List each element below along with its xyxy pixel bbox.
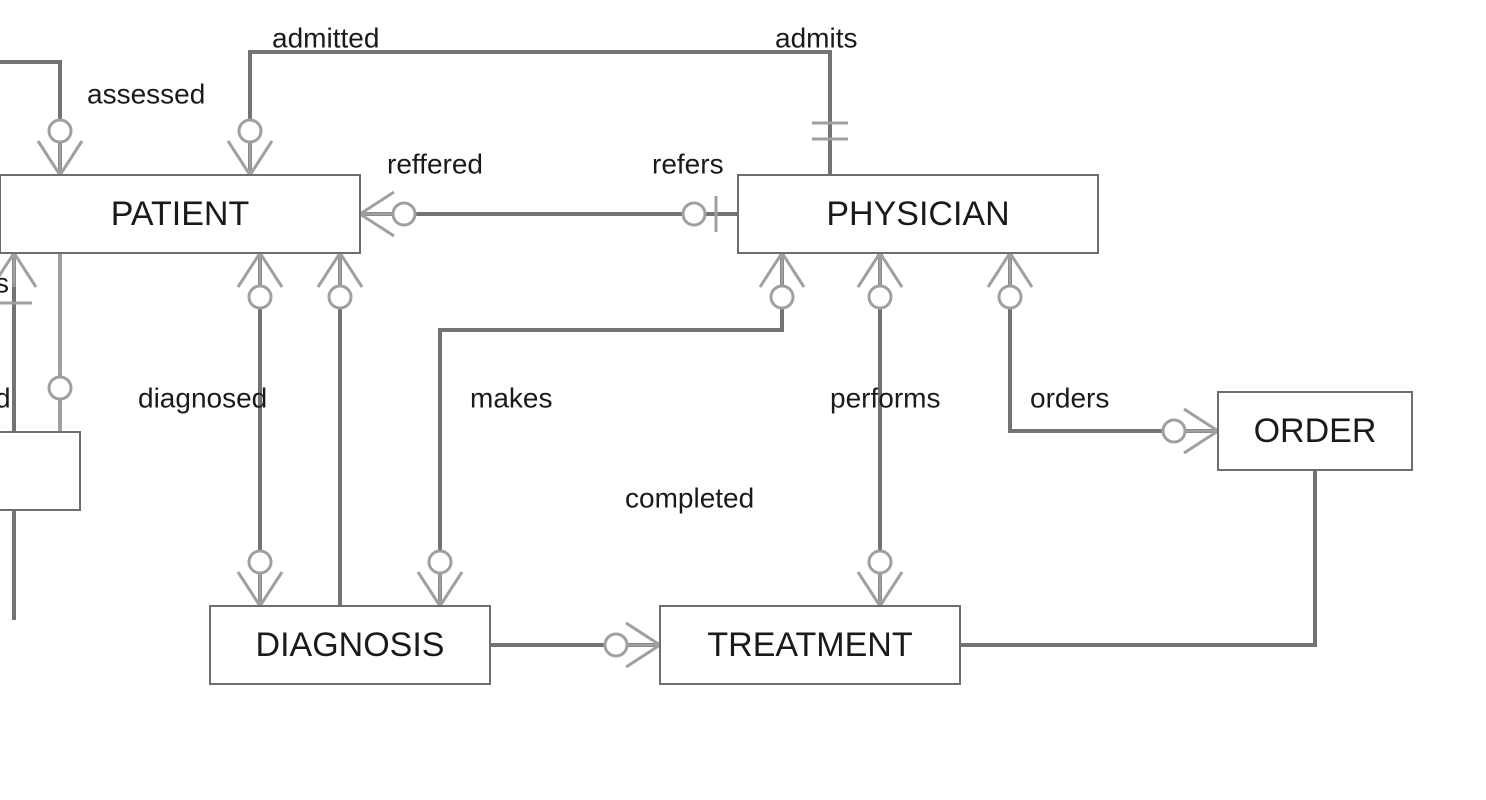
entity-label-treatment: TREATMENT [707,626,912,664]
relation-label-admits: admits [775,22,857,53]
relation-label-makes: makes [470,382,552,413]
entity-bed_partial [0,432,80,510]
entity-label-physician: PHYSICIAN [826,195,1009,233]
entity-label-patient: PATIENT [111,195,250,233]
relation-label-reffered: reffered [387,148,483,179]
er-diagram: PATIENT PHYSICIAN DIAGNOSIS TREATMENT ORDER a… [0,0,1486,800]
relation-label-performs: performs [830,382,940,413]
relation-label-d_partial: d [0,382,11,413]
entity-label-diagnosis: DIAGNOSIS [256,626,445,664]
relation-label-diagnosed: diagnosed [138,382,267,413]
relation-label-refers: refers [652,148,724,179]
relation-label-admitted: admitted [272,22,379,53]
relation-label-orders: orders [1030,382,1109,413]
relation-label-assessed: assessed [87,78,205,109]
relation-label-completed: completed [625,482,754,513]
relation-label-s_partial: s [0,267,9,298]
entity-label-order: ORDER [1254,412,1377,450]
